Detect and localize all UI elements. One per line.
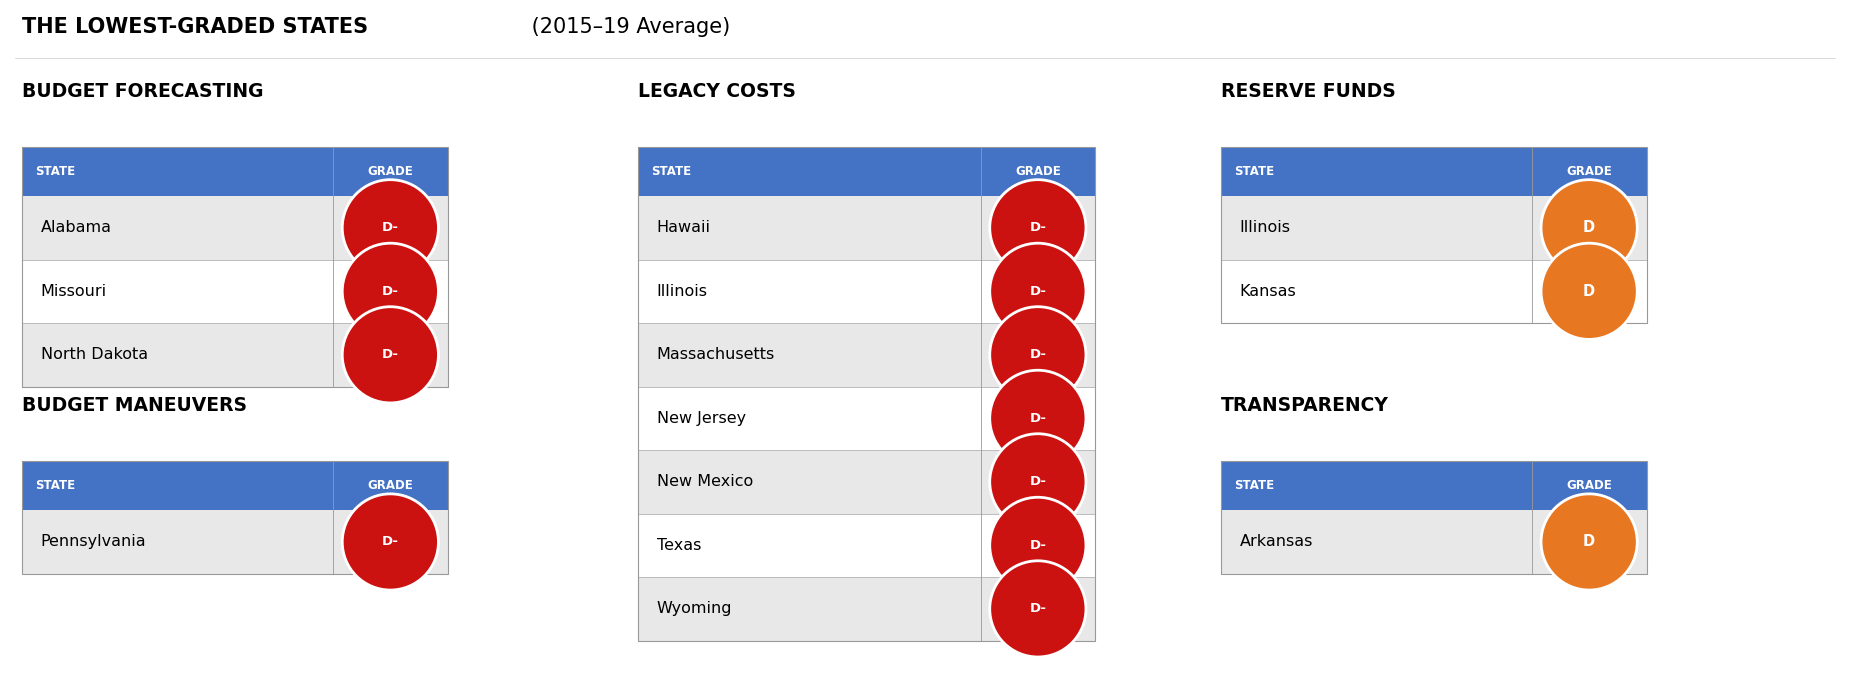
FancyBboxPatch shape: [22, 461, 333, 510]
Ellipse shape: [342, 494, 438, 590]
FancyBboxPatch shape: [333, 461, 448, 510]
FancyBboxPatch shape: [1532, 510, 1646, 574]
Ellipse shape: [990, 243, 1086, 339]
FancyBboxPatch shape: [1532, 147, 1646, 196]
FancyBboxPatch shape: [638, 577, 981, 641]
FancyBboxPatch shape: [333, 510, 448, 574]
Text: GRADE: GRADE: [368, 165, 413, 178]
FancyBboxPatch shape: [638, 196, 981, 260]
FancyBboxPatch shape: [980, 577, 1095, 641]
Text: TRANSPARENCY: TRANSPARENCY: [1221, 396, 1389, 415]
FancyBboxPatch shape: [980, 323, 1095, 387]
FancyBboxPatch shape: [638, 147, 981, 196]
Ellipse shape: [990, 180, 1086, 276]
Text: D: D: [1584, 221, 1595, 235]
FancyBboxPatch shape: [638, 260, 981, 323]
FancyBboxPatch shape: [22, 323, 333, 387]
Ellipse shape: [990, 561, 1086, 657]
Text: STATE: STATE: [651, 165, 692, 178]
Text: STATE: STATE: [35, 165, 76, 178]
Text: D-: D-: [381, 535, 400, 548]
Text: Alabama: Alabama: [41, 221, 111, 235]
FancyBboxPatch shape: [980, 450, 1095, 514]
Text: D: D: [1584, 535, 1595, 549]
FancyBboxPatch shape: [22, 510, 333, 574]
FancyBboxPatch shape: [638, 514, 981, 577]
FancyBboxPatch shape: [22, 260, 333, 323]
Text: Arkansas: Arkansas: [1240, 535, 1313, 549]
Text: THE LOWEST-GRADED STATES: THE LOWEST-GRADED STATES: [22, 17, 368, 37]
FancyBboxPatch shape: [1221, 147, 1532, 196]
FancyBboxPatch shape: [980, 196, 1095, 260]
Text: D-: D-: [381, 285, 400, 298]
Text: North Dakota: North Dakota: [41, 348, 148, 362]
Text: LEGACY COSTS: LEGACY COSTS: [638, 82, 796, 101]
Ellipse shape: [990, 497, 1086, 594]
Text: (2015–19 Average): (2015–19 Average): [525, 17, 731, 37]
Ellipse shape: [342, 243, 438, 339]
Text: Hawaii: Hawaii: [657, 221, 710, 235]
Text: D-: D-: [1029, 285, 1047, 298]
Ellipse shape: [990, 370, 1086, 466]
Text: STATE: STATE: [35, 479, 76, 492]
FancyBboxPatch shape: [1221, 196, 1532, 260]
Text: Pennsylvania: Pennsylvania: [41, 535, 146, 549]
Text: GRADE: GRADE: [368, 479, 413, 492]
FancyBboxPatch shape: [1221, 260, 1532, 323]
FancyBboxPatch shape: [1532, 196, 1646, 260]
Text: D-: D-: [381, 221, 400, 234]
FancyBboxPatch shape: [22, 147, 333, 196]
FancyBboxPatch shape: [333, 147, 448, 196]
FancyBboxPatch shape: [980, 260, 1095, 323]
Text: D: D: [1584, 284, 1595, 298]
FancyBboxPatch shape: [333, 260, 448, 323]
FancyBboxPatch shape: [980, 147, 1095, 196]
Text: BUDGET FORECASTING: BUDGET FORECASTING: [22, 82, 265, 101]
Text: D-: D-: [1029, 539, 1047, 552]
FancyBboxPatch shape: [333, 196, 448, 260]
Ellipse shape: [1541, 180, 1637, 276]
Text: D-: D-: [1029, 348, 1047, 361]
Text: STATE: STATE: [1234, 165, 1275, 178]
Text: GRADE: GRADE: [1016, 165, 1060, 178]
Text: New Mexico: New Mexico: [657, 475, 753, 489]
Text: D-: D-: [1029, 475, 1047, 488]
Text: Missouri: Missouri: [41, 284, 107, 298]
Text: Massachusetts: Massachusetts: [657, 348, 775, 362]
FancyBboxPatch shape: [638, 450, 981, 514]
FancyBboxPatch shape: [980, 514, 1095, 577]
Text: Illinois: Illinois: [1240, 221, 1291, 235]
FancyBboxPatch shape: [333, 323, 448, 387]
Text: D-: D-: [1029, 602, 1047, 615]
FancyBboxPatch shape: [980, 387, 1095, 450]
Ellipse shape: [1541, 494, 1637, 590]
Text: Illinois: Illinois: [657, 284, 709, 298]
FancyBboxPatch shape: [22, 196, 333, 260]
Ellipse shape: [1541, 243, 1637, 339]
Text: Kansas: Kansas: [1240, 284, 1297, 298]
Text: D-: D-: [381, 348, 400, 361]
Ellipse shape: [342, 307, 438, 403]
Text: D-: D-: [1029, 412, 1047, 425]
FancyBboxPatch shape: [1532, 461, 1646, 510]
Text: D-: D-: [1029, 221, 1047, 234]
Text: STATE: STATE: [1234, 479, 1275, 492]
Text: Texas: Texas: [657, 538, 701, 553]
FancyBboxPatch shape: [638, 323, 981, 387]
FancyBboxPatch shape: [1532, 260, 1646, 323]
FancyBboxPatch shape: [638, 387, 981, 450]
Text: GRADE: GRADE: [1567, 165, 1611, 178]
Text: RESERVE FUNDS: RESERVE FUNDS: [1221, 82, 1395, 101]
Text: Wyoming: Wyoming: [657, 602, 733, 616]
Text: BUDGET MANEUVERS: BUDGET MANEUVERS: [22, 396, 248, 415]
Text: New Jersey: New Jersey: [657, 411, 746, 426]
Ellipse shape: [990, 434, 1086, 530]
Ellipse shape: [990, 307, 1086, 403]
Text: GRADE: GRADE: [1567, 479, 1611, 492]
Ellipse shape: [342, 180, 438, 276]
FancyBboxPatch shape: [1221, 461, 1532, 510]
FancyBboxPatch shape: [1221, 510, 1532, 574]
